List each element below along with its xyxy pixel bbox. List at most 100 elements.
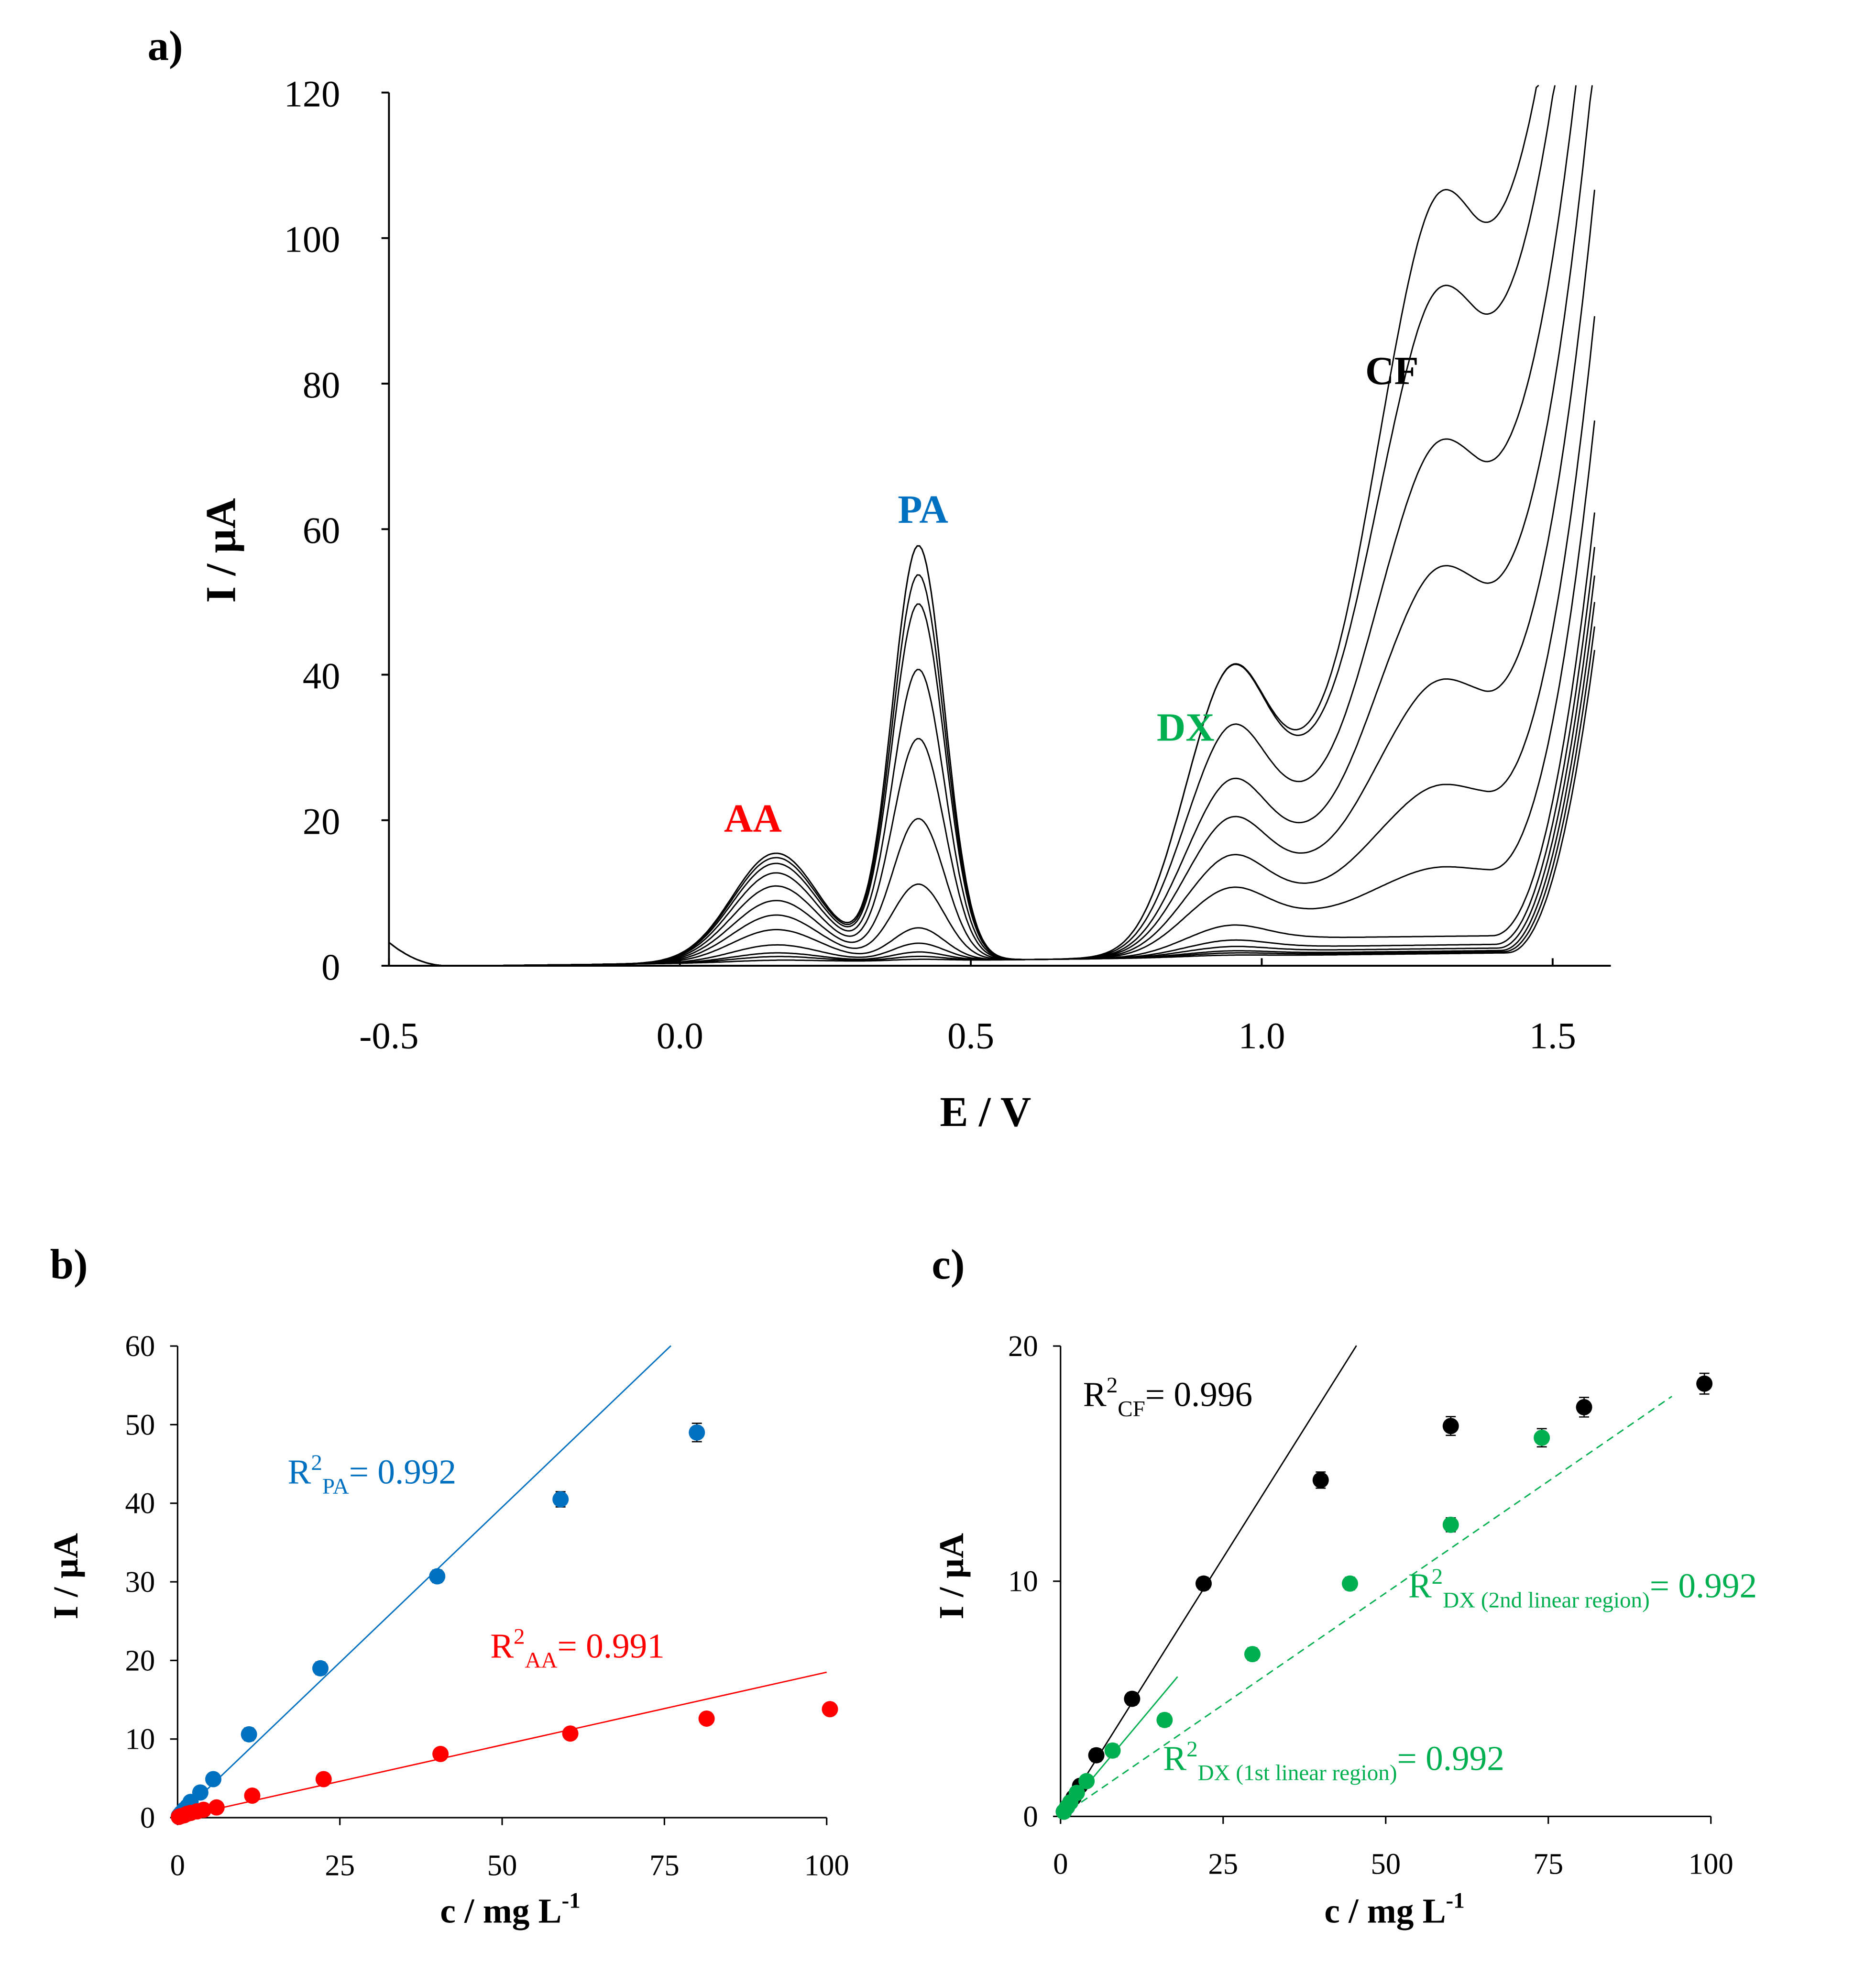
b-x-tick-label: 75 — [649, 1848, 680, 1882]
data-point-dx — [1341, 1575, 1358, 1592]
b-x-tick-label: 25 — [325, 1848, 355, 1882]
b-y-tick-label: 60 — [125, 1329, 155, 1363]
r2-pa-value: = 0.992 — [349, 1453, 456, 1491]
panel-b-x-label: c / mg L-1 — [440, 1888, 580, 1930]
a-y-tick-label: 100 — [284, 219, 340, 260]
panel-c-y-ticks: 0 10 20 — [1008, 1329, 1061, 1833]
data-point-aa — [698, 1710, 715, 1727]
panel-c-label: c) — [932, 1241, 965, 1288]
panel-c-x-label-sup: -1 — [1446, 1888, 1465, 1913]
b-y-tick-label: 10 — [125, 1722, 155, 1756]
r2-cf-r: R — [1083, 1375, 1107, 1414]
a-y-tick-label: 60 — [303, 509, 340, 551]
panel-a-x-label: E / V — [940, 1089, 1031, 1136]
voltammogram-curve — [388, 316, 1595, 967]
data-point-cf — [1088, 1747, 1105, 1764]
a-x-tick-label: 1.5 — [1529, 1015, 1576, 1057]
r2-dx-2nd-r: R — [1408, 1567, 1432, 1605]
r2-aa-sub: AA — [525, 1648, 558, 1673]
voltammogram-curve — [388, 602, 1595, 967]
peak-label-cf: CF — [1365, 349, 1419, 393]
data-point-pa — [552, 1491, 569, 1508]
r2-dx-1st-sup: 2 — [1186, 1737, 1198, 1762]
data-point-cf — [1312, 1472, 1329, 1489]
r2-pa-label: R2PA= 0.992 — [288, 1450, 457, 1499]
voltammogram-curve — [388, 85, 1577, 967]
a-y-tick-label: 80 — [303, 364, 340, 406]
r2-dx-2nd-label: R2DX (2nd linear region)= 0.992 — [1408, 1564, 1757, 1613]
panel-a-y-label: I / µA — [198, 498, 245, 603]
panel-c-y-label: I / µA — [932, 1533, 971, 1620]
fit-line-aa — [177, 1671, 827, 1819]
a-x-tick-label: 0.0 — [657, 1015, 703, 1057]
fit-line-pa — [177, 1345, 671, 1819]
data-point-pa — [312, 1660, 329, 1677]
data-point-cf — [1124, 1690, 1141, 1707]
a-x-tick-label: 0.5 — [947, 1015, 994, 1057]
data-point-dx — [1078, 1773, 1095, 1789]
panel-c-series — [1055, 1345, 1713, 1820]
b-y-tick-label: 50 — [125, 1408, 155, 1441]
r2-dx-1st-label: R2DX (1st linear region)= 0.992 — [1163, 1737, 1504, 1786]
panel-a: a) 0 20 40 60 80 100 120 -0.5 0.0 0.5 1.0 1.5 I / … — [148, 23, 1611, 1136]
data-point-aa — [822, 1701, 838, 1718]
r2-cf-sub: CF — [1118, 1397, 1145, 1422]
a-y-tick-label: 40 — [303, 655, 340, 696]
voltammogram-curve — [388, 626, 1595, 967]
b-y-tick-label: 20 — [125, 1644, 155, 1677]
c-y-tick-label: 20 — [1008, 1329, 1038, 1363]
r2-cf-value: = 0.996 — [1145, 1375, 1252, 1414]
a-x-tick-label: 1.0 — [1238, 1015, 1285, 1057]
c-x-tick-label: 0 — [1053, 1847, 1068, 1881]
r2-dx-2nd-sup: 2 — [1432, 1564, 1443, 1589]
panel-b-x-ticks: 0 25 50 75 100 — [170, 1818, 849, 1882]
r2-pa-r: R — [288, 1453, 311, 1491]
data-point-cf — [1576, 1399, 1592, 1415]
a-y-tick-label: 20 — [303, 801, 340, 842]
b-y-tick-label: 40 — [125, 1487, 155, 1520]
data-point-dx — [1244, 1646, 1261, 1663]
panel-b-series — [171, 1345, 838, 1825]
data-point-dx — [1442, 1516, 1459, 1533]
r2-aa-value: = 0.991 — [558, 1626, 665, 1665]
a-y-tick-label: 0 — [321, 946, 340, 988]
data-point-dx — [1068, 1785, 1085, 1801]
data-point-cf — [1195, 1575, 1212, 1592]
r2-cf-label: R2CF= 0.996 — [1083, 1373, 1252, 1422]
voltammogram-curve — [388, 547, 1595, 967]
r2-cf-sup: 2 — [1107, 1373, 1118, 1398]
voltammogram-curve — [388, 575, 1595, 967]
voltammogram-curve — [388, 85, 1593, 967]
panel-a-label: a) — [148, 23, 183, 70]
fit-line-dx-2nd — [1060, 1396, 1672, 1817]
data-point-aa — [244, 1787, 261, 1804]
data-point-dx — [1156, 1711, 1173, 1728]
voltammogram-curve — [388, 512, 1595, 967]
data-point-cf — [1696, 1375, 1713, 1392]
b-y-tick-label: 0 — [140, 1801, 155, 1834]
c-x-tick-label: 25 — [1208, 1847, 1238, 1881]
voltammogram-curve — [388, 650, 1595, 967]
peak-label-pa: PA — [898, 487, 948, 532]
peak-label-aa: AA — [724, 796, 782, 841]
c-x-tick-label: 100 — [1689, 1847, 1733, 1881]
r2-dx-1st-sub: DX (1st linear region) — [1198, 1761, 1397, 1786]
b-y-tick-label: 30 — [125, 1565, 155, 1599]
peak-label-dx: DX — [1157, 705, 1215, 750]
panel-b-y-ticks: 0 10 20 30 40 50 60 — [125, 1329, 178, 1834]
c-x-tick-label: 50 — [1371, 1847, 1401, 1881]
b-x-tick-label: 100 — [804, 1848, 849, 1882]
data-point-dx — [1534, 1429, 1550, 1446]
panel-b-x-label-main: c / mg L — [440, 1892, 561, 1931]
r2-aa-r: R — [490, 1626, 514, 1665]
data-point-aa — [195, 1801, 212, 1818]
c-y-tick-label: 10 — [1008, 1565, 1038, 1598]
c-x-tick-label: 75 — [1533, 1847, 1563, 1881]
r2-dx-1st-r: R — [1163, 1739, 1186, 1778]
data-point-cf — [1442, 1418, 1459, 1434]
a-y-tick-label: 120 — [284, 73, 340, 114]
voltammogram-curve — [388, 420, 1595, 967]
data-point-dx — [1104, 1742, 1121, 1759]
